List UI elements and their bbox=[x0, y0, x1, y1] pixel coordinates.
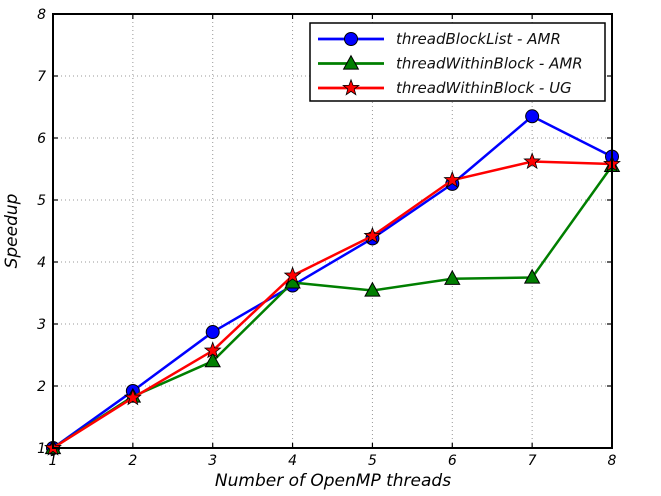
triangle-marker bbox=[523, 268, 541, 284]
series-triangle bbox=[44, 157, 621, 455]
y-tick-label: 1 bbox=[37, 441, 46, 457]
star-marker bbox=[203, 341, 222, 359]
x-tick-label: 4 bbox=[288, 453, 297, 469]
y-tick-label: 7 bbox=[37, 69, 46, 85]
series-line bbox=[52, 115, 613, 450]
y-axis-label: Speedup bbox=[2, 193, 22, 268]
star-marker bbox=[443, 170, 462, 188]
triangle-marker bbox=[342, 54, 360, 70]
tick-labels: 1 2 3 4 5 6 7 8 1 2 3 4 5 6 7 8 bbox=[37, 7, 616, 469]
y-tick-label: 8 bbox=[37, 7, 46, 23]
series-line bbox=[52, 160, 613, 450]
y-tick-label: 5 bbox=[37, 193, 46, 209]
y-tick-label: 2 bbox=[37, 379, 46, 395]
x-tick-label: 3 bbox=[208, 453, 217, 469]
triangle-marker bbox=[364, 281, 381, 297]
y-tick-label: 6 bbox=[37, 131, 46, 147]
plot-frame bbox=[52, 13, 613, 449]
star-marker bbox=[342, 78, 360, 96]
star-marker bbox=[283, 266, 302, 284]
star-marker bbox=[523, 152, 542, 170]
legend-label: threadWithinBlock - AMR bbox=[396, 55, 583, 73]
circle-marker bbox=[344, 32, 358, 46]
x-tick-label: 8 bbox=[608, 453, 617, 469]
star-marker bbox=[123, 388, 142, 406]
triangle-marker bbox=[444, 269, 461, 285]
y-tick-label: 3 bbox=[37, 317, 46, 333]
y-tick-label: 4 bbox=[37, 255, 46, 271]
series-star bbox=[44, 152, 621, 456]
legend-entry: threadWithinBlock - UG bbox=[318, 78, 572, 97]
circle-marker bbox=[205, 325, 220, 340]
x-tick-label: 5 bbox=[368, 453, 377, 469]
triangle-marker bbox=[204, 352, 221, 368]
circle-marker bbox=[525, 109, 540, 124]
legend: threadBlockList - AMR threadWithinBlock -… bbox=[309, 22, 606, 102]
x-axis-label: Number of OpenMP threads bbox=[215, 471, 451, 491]
x-tick-label: 7 bbox=[528, 453, 537, 469]
series-layer bbox=[44, 109, 621, 456]
x-tick-label: 6 bbox=[448, 453, 457, 469]
x-tick-label: 2 bbox=[128, 453, 137, 469]
legend-label: threadBlockList - AMR bbox=[396, 30, 561, 48]
series-line bbox=[52, 165, 614, 450]
axis-ticks bbox=[53, 14, 612, 448]
legend-entry: threadBlockList - AMR bbox=[318, 30, 561, 48]
legend-label: threadWithinBlock - UG bbox=[396, 79, 572, 97]
x-tick-label: 1 bbox=[49, 453, 58, 469]
star-marker bbox=[363, 226, 382, 244]
legend-entry: threadWithinBlock - AMR bbox=[318, 55, 583, 73]
